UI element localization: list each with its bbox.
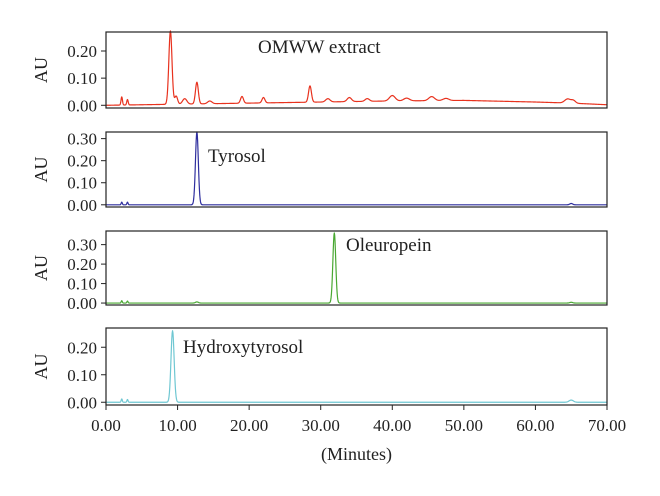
x-tick-label: 40.00	[373, 416, 411, 435]
panel-frame-tyrosol	[105, 131, 608, 208]
y-tick-label-oleuropein: 0.30	[67, 236, 97, 255]
y-axis-label-oleuropein: AU	[31, 255, 51, 281]
x-axis-label: (Minutes)	[321, 444, 392, 465]
y-tick-label-oleuropein: 0.00	[67, 294, 97, 313]
y-axis-label-tyrosol: AU	[31, 157, 51, 183]
y-tick-label-omww: 0.00	[67, 96, 97, 115]
y-tick-label-tyrosol: 0.30	[67, 130, 97, 149]
trace-hydroxytyrosol	[106, 330, 607, 403]
x-tick-label: 60.00	[516, 416, 554, 435]
y-tick-label-hydroxytyrosol: 0.20	[67, 338, 97, 357]
y-tick-label-omww: 0.10	[67, 69, 97, 88]
x-tick-label: 70.00	[588, 416, 626, 435]
y-tick-label-hydroxytyrosol: 0.00	[67, 393, 97, 412]
panel-hydroxytyrosol: 0.00 0.10 0.20 AU Hydroxytyrosol	[31, 327, 608, 412]
compound-label-oleuropein: Oleuropein	[346, 235, 432, 256]
panel-frame-hydroxytyrosol	[105, 327, 608, 406]
y-axis-label-omww: AU	[31, 57, 51, 83]
y-tick-label-omww: 0.20	[67, 42, 97, 61]
x-tick-label: 30.00	[302, 416, 340, 435]
panel-tyrosol: 0.00 0.10 0.20 0.30 AU Tyrosol	[31, 130, 608, 215]
panel-frame-oleuropein	[105, 230, 608, 306]
y-axis-label-hydroxytyrosol: AU	[31, 354, 51, 380]
x-tick-label: 10.00	[158, 416, 196, 435]
y-tick-label-hydroxytyrosol: 0.10	[67, 366, 97, 385]
x-axis: 0.00 10.00 20.00 30.00 40.00 50.00 60.00 70.00 (…	[91, 405, 626, 465]
compound-label-tyrosol: Tyrosol	[208, 146, 266, 167]
panel-oleuropein: 0.000.100.200.30 AU Oleuropein	[31, 230, 608, 313]
y-tick-label-oleuropein: 0.10	[67, 275, 97, 294]
y-tick-label-tyrosol: 0.20	[67, 152, 97, 171]
compound-label-hydroxytyrosol: Hydroxytyrosol	[183, 337, 303, 358]
panel-frame-omww	[105, 31, 608, 109]
trace-omww	[105, 30, 608, 106]
trace-oleuropein	[106, 232, 607, 304]
x-tick-label: 50.00	[445, 416, 483, 435]
y-tick-label-tyrosol: 0.00	[67, 196, 97, 215]
panel-omww: 0.00 0.10 0.20 AU OMWW extract	[31, 30, 608, 115]
y-tick-label-tyrosol: 0.10	[67, 174, 97, 193]
compound-label-omww: OMWW extract	[258, 37, 381, 58]
x-tick-label: 0.00	[91, 416, 121, 435]
y-tick-label-oleuropein: 0.20	[67, 255, 97, 274]
x-tick-label: 20.00	[230, 416, 268, 435]
trace-tyrosol	[106, 131, 607, 206]
